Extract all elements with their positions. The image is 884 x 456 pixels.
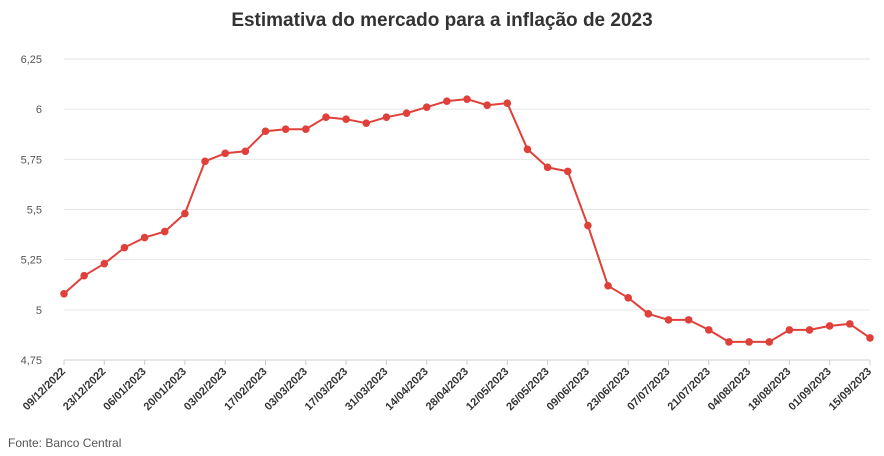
series-line (63, 98, 871, 343)
data-point[interactable] (664, 316, 673, 324)
data-point[interactable] (684, 316, 693, 324)
data-point[interactable] (100, 259, 109, 268)
data-point[interactable] (221, 149, 229, 158)
y-tick-label: 5,5 (27, 205, 42, 217)
y-tick-label: 5,25 (21, 255, 42, 267)
data-point[interactable] (543, 163, 552, 172)
x-tick-labels: 09/12/202223/12/202206/01/202320/01/2023… (21, 366, 874, 413)
data-point[interactable] (745, 338, 753, 346)
data-point[interactable] (342, 115, 350, 123)
data-points (60, 95, 874, 346)
data-point[interactable] (463, 95, 471, 103)
data-point[interactable] (181, 209, 189, 218)
data-point[interactable] (201, 157, 209, 166)
y-tick-label: 6 (36, 104, 42, 116)
data-point[interactable] (261, 127, 270, 136)
data-point[interactable] (382, 113, 391, 121)
data-point[interactable] (785, 326, 794, 334)
data-point[interactable] (281, 125, 290, 134)
data-point[interactable] (624, 293, 632, 302)
data-point[interactable] (604, 281, 612, 290)
chart-title: Estimativa do mercado para a inflação de… (231, 10, 653, 31)
data-point[interactable] (584, 221, 592, 230)
data-point[interactable] (241, 147, 250, 156)
data-point[interactable] (705, 326, 713, 334)
data-point[interactable] (866, 334, 874, 342)
data-point[interactable] (60, 289, 68, 298)
data-point[interactable] (765, 338, 774, 346)
y-tick-label: 6,25 (21, 54, 42, 66)
data-point[interactable] (483, 101, 491, 109)
data-point[interactable] (120, 243, 129, 252)
data-point[interactable] (503, 99, 512, 107)
data-point[interactable] (443, 97, 451, 105)
data-point[interactable] (160, 227, 169, 236)
y-tick-label: 5,75 (21, 154, 42, 166)
source-note: Fonte: Banco Central (8, 436, 122, 450)
data-point[interactable] (140, 233, 149, 242)
x-tick-label: 15/09/2023 (827, 366, 874, 413)
data-point[interactable] (322, 113, 330, 121)
y-tick-label: 4,75 (21, 355, 42, 367)
data-point[interactable] (644, 310, 653, 318)
data-point[interactable] (563, 167, 572, 176)
data-point[interactable] (725, 338, 733, 346)
series-line-layer (63, 98, 871, 343)
y-tick-label: 5 (36, 305, 42, 317)
data-point[interactable] (422, 103, 431, 111)
data-point[interactable] (362, 119, 371, 128)
data-point[interactable] (80, 271, 88, 280)
data-point[interactable] (846, 320, 854, 328)
data-point[interactable] (805, 326, 814, 334)
data-point[interactable] (302, 125, 310, 134)
y-tick-labels: 4,75 5 5,25 5,5 5,75 6 6,25 (21, 54, 42, 367)
axes (63, 359, 871, 365)
data-point[interactable] (523, 145, 532, 154)
data-point[interactable] (825, 322, 834, 330)
data-point[interactable] (402, 109, 411, 117)
grid-lines (64, 58, 870, 361)
